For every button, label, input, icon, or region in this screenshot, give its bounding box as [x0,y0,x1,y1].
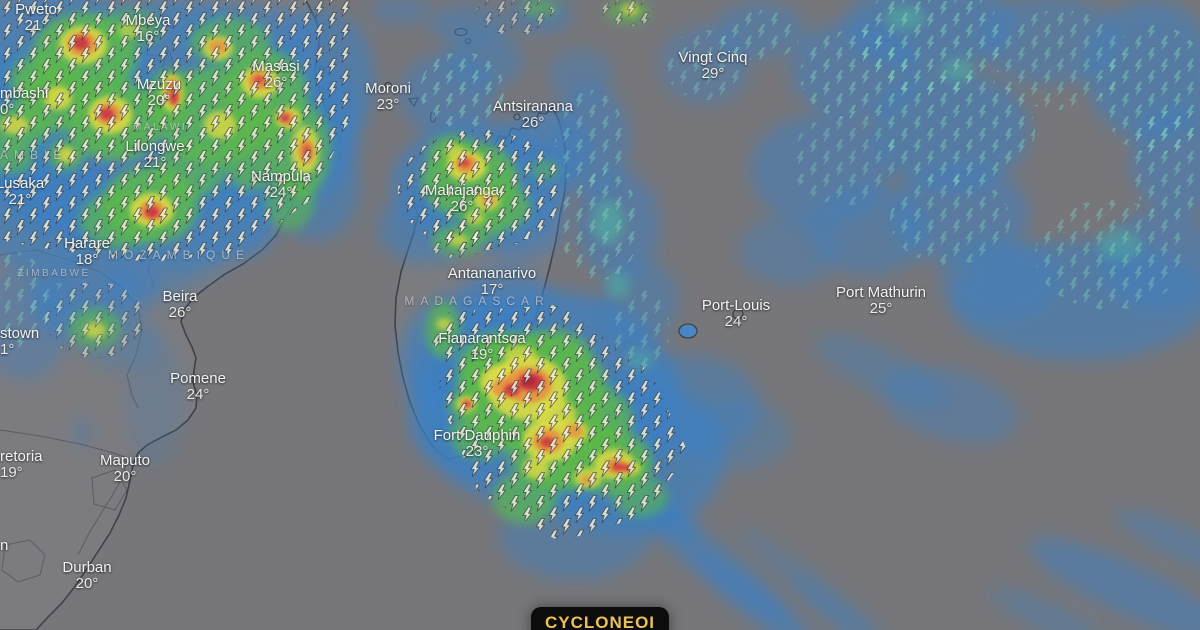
lightning-overlay-faint [0,0,1200,370]
reunion-island [678,323,698,339]
watermark-cycloneoi: CYCLONEOI [530,607,670,630]
